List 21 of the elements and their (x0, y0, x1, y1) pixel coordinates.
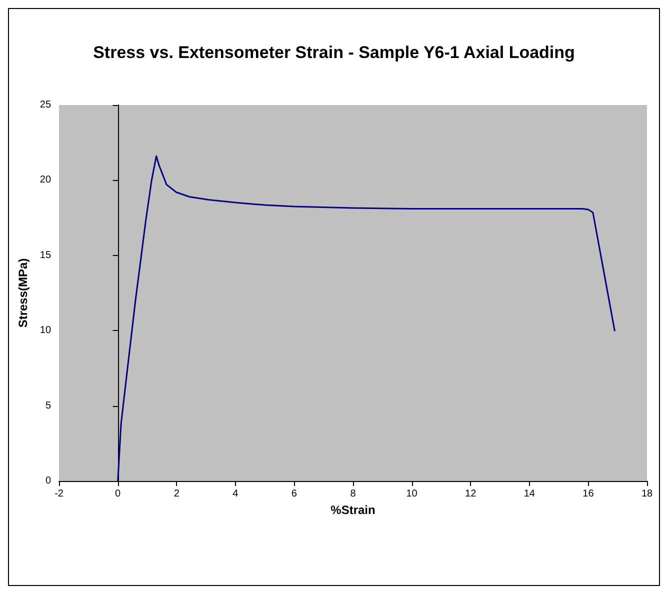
x-tick-label: 2 (174, 488, 180, 500)
x-tick-label: 4 (232, 488, 239, 500)
y-tick-label: 25 (40, 100, 52, 110)
y-tick-label: 0 (45, 476, 52, 486)
y-tick-label: 20 (40, 174, 52, 186)
y-tick-label: 15 (40, 250, 52, 261)
y-tick-label: 5 (45, 400, 52, 412)
x-tick-label: 12 (465, 488, 477, 500)
x-tick-label: 0 (115, 488, 122, 500)
x-axis-title: %Strain (330, 502, 376, 517)
chart-title: Stress vs. Extensometer Strain - Sample Y6-1 Axial Loading (93, 43, 575, 62)
x-tick-label: 18 (641, 488, 653, 500)
x-tick-label: 16 (582, 488, 594, 500)
x-tick-label: 6 (291, 488, 298, 500)
x-tick-label: -2 (54, 488, 64, 500)
y-axis-title: Stress(MPa) (16, 258, 30, 328)
line-series (117, 155, 616, 482)
x-tick-label: 14 (524, 488, 536, 500)
x-tick-label: 8 (350, 488, 356, 500)
y-tick-label: 10 (40, 325, 52, 336)
x-tick-label: 10 (406, 488, 418, 500)
